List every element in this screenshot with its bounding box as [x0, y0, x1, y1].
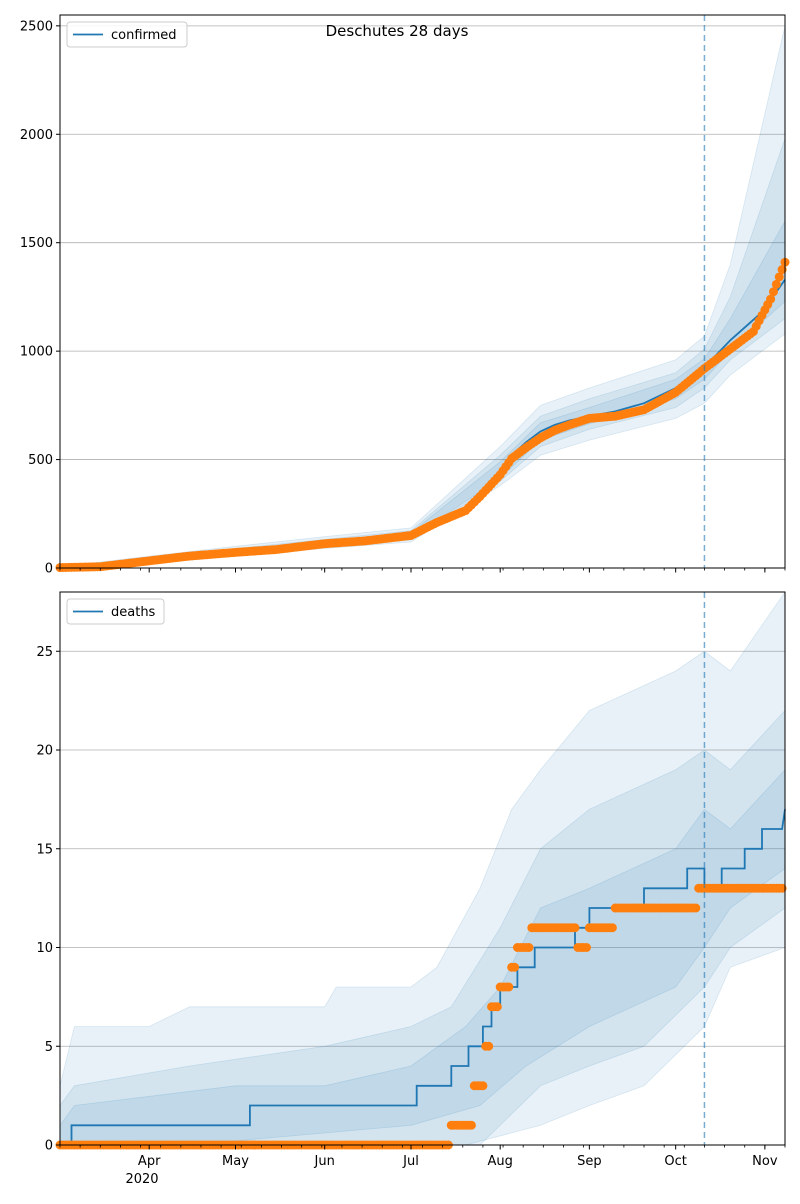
observed-point: [777, 265, 787, 275]
confidence-band: [59, 590, 786, 1146]
observed-point: [484, 1041, 494, 1051]
y-tick-label: 20: [36, 744, 53, 759]
observed-point: [607, 923, 617, 933]
observed-point: [524, 943, 534, 952]
y-tick-label: 1500: [20, 236, 53, 251]
y-tick-label: 0: [45, 1139, 53, 1154]
observed-point: [492, 1002, 502, 1012]
chart-title: Deschutes 28 days: [326, 22, 469, 40]
observed-point: [774, 272, 784, 282]
observed-point: [478, 1081, 488, 1091]
confidence-band: [59, 25, 786, 569]
y-tick-label: 2000: [20, 128, 53, 143]
legend-box: [66, 598, 165, 625]
observed-point: [777, 883, 787, 893]
y-tick-label: 2500: [20, 19, 53, 34]
x-tick-label: Apr: [138, 1154, 161, 1169]
observed-point: [691, 903, 701, 913]
deaths-panel: 0 5 10 15 20 25 Apr May Jun Jul Aug Sep Oct Nov deaths: [36, 590, 787, 1169]
y-tick-label: 500: [28, 453, 53, 468]
y-tick-label: 25: [36, 645, 53, 660]
x-tick-label: Jul: [402, 1154, 419, 1169]
axes-frame: [59, 14, 786, 569]
x-tick-label: Oct: [664, 1154, 686, 1169]
y-tick-label: 0: [45, 562, 53, 577]
x-tick-label: Nov: [752, 1154, 778, 1169]
x-tick-label: Sep: [577, 1154, 602, 1169]
y-tick-label: 1000: [20, 345, 53, 360]
observed-point: [504, 982, 514, 992]
confidence-band: [59, 138, 786, 569]
observed-point: [766, 294, 776, 304]
y-tick-label: 10: [36, 941, 53, 956]
confirmed-panel: 0 500 1000 1500 2000 2500 confirmed: [20, 14, 790, 577]
observed-point: [510, 962, 520, 972]
legend-label: deaths: [111, 605, 156, 620]
x-tick-label: Jun: [314, 1154, 335, 1169]
observed-point: [581, 943, 591, 952]
x-axis-year-label: 2020: [125, 1172, 158, 1187]
y-tick-label: 15: [36, 842, 53, 857]
x-tick-label: Aug: [487, 1154, 512, 1169]
observed-point: [570, 923, 580, 933]
legend: deaths: [66, 598, 165, 625]
confidence-band: [59, 709, 786, 1146]
observed-point: [768, 287, 778, 297]
legend: confirmed: [66, 21, 188, 48]
confidence-band: [59, 768, 786, 1146]
model-line: [60, 809, 786, 1146]
observed-point: [466, 1120, 476, 1130]
legend-box: [66, 21, 188, 48]
legend-label: confirmed: [111, 28, 177, 43]
observed-point: [771, 279, 781, 289]
y-tick-label: 5: [45, 1040, 53, 1055]
x-tick-label: May: [222, 1154, 249, 1169]
